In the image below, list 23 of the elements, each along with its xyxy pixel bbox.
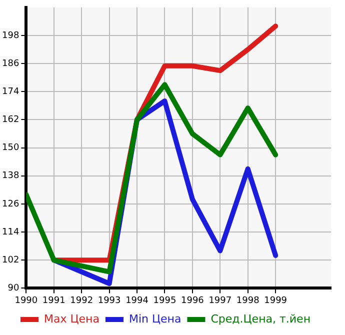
x-tick-label: 1998 — [236, 296, 260, 306]
x-tick-label: 1994 — [126, 296, 149, 306]
legend-label: Сред.Цена, т.йен — [210, 312, 311, 326]
y-tick-label: 198 — [2, 30, 20, 41]
y-tick-label: 138 — [2, 171, 20, 182]
y-tick-label: 174 — [2, 86, 20, 97]
legend-label: Max Цена — [44, 312, 100, 326]
x-tick-label: 1990 — [14, 296, 38, 306]
y-tick-label: 162 — [2, 115, 20, 126]
y-tick-label: 186 — [2, 58, 20, 69]
y-tick-label: 114 — [2, 227, 20, 238]
y-tick-label: 150 — [2, 143, 20, 154]
y-tick-label: 102 — [2, 255, 20, 266]
x-tick-label: 1995 — [153, 296, 176, 306]
x-tick-label: 1993 — [98, 296, 121, 306]
x-tick-label: 1997 — [208, 296, 232, 306]
x-tick-label: 1999 — [264, 296, 288, 306]
x-tick-label: 1991 — [42, 296, 66, 306]
y-tick-label: 90 — [8, 284, 20, 294]
x-tick-label: 1992 — [70, 296, 94, 306]
x-tick-label: 1996 — [180, 296, 204, 306]
y-tick-label: 126 — [2, 199, 20, 210]
legend-label: Min Цена — [128, 312, 182, 326]
